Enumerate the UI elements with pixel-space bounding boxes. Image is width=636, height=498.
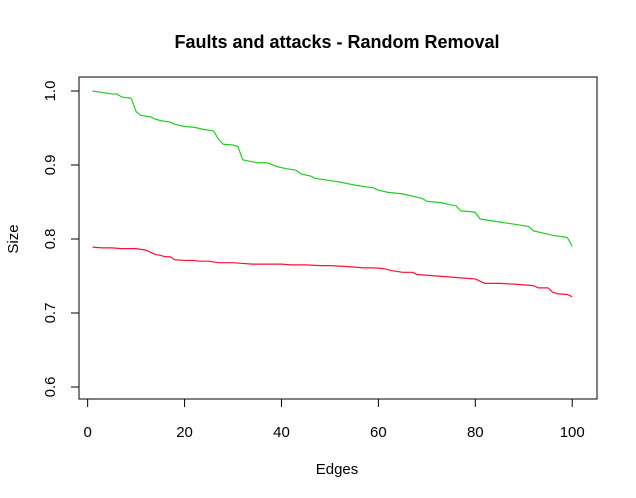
y-tick-label: 0.7 [42, 303, 59, 324]
y-tick-label: 0.6 [42, 377, 59, 398]
x-axis-label: Edges [316, 461, 359, 478]
y-tick-label: 0.8 [42, 229, 59, 250]
x-tick-label: 100 [560, 424, 585, 441]
series-line-1 [92, 90, 573, 247]
y-axis-label: Size [5, 224, 22, 253]
x-axis: 0 20 40 60 80 100 [83, 398, 585, 441]
x-tick-label: 0 [83, 424, 91, 441]
plot-frame [78, 76, 598, 400]
x-tick-label: 40 [273, 424, 290, 441]
x-tick-label: 20 [176, 424, 193, 441]
series-line-2 [92, 246, 573, 298]
y-axis: 0.6 0.7 0.8 0.9 1.0 [42, 81, 80, 398]
chart-title: Faults and attacks - Random Removal [174, 32, 499, 52]
y-tick-label: 1.0 [42, 81, 59, 102]
x-tick-label: 80 [467, 424, 484, 441]
x-tick-label: 60 [370, 424, 387, 441]
series-layer [92, 90, 573, 298]
y-tick-label: 0.9 [42, 155, 59, 176]
